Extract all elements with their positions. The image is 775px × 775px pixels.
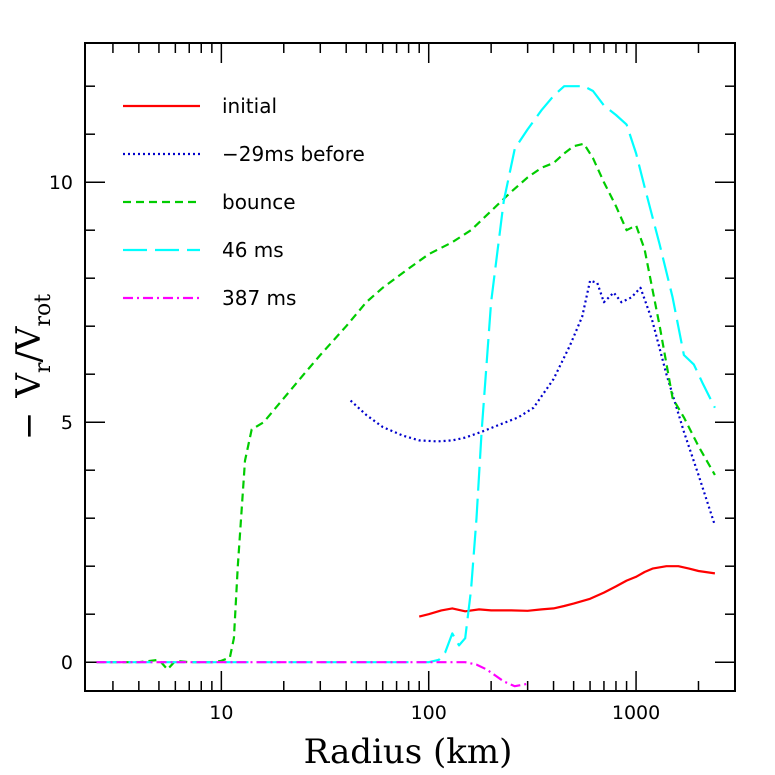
plot-frame bbox=[84, 42, 736, 692]
x-tick-label: 1000 bbox=[612, 702, 660, 724]
x-tick-label: 100 bbox=[411, 702, 447, 724]
series-line-2 bbox=[96, 142, 716, 671]
y-axis-title: −Vr/Vrot bbox=[9, 294, 56, 440]
legend-label-2: bounce bbox=[222, 190, 296, 214]
x-tick-label: 10 bbox=[209, 702, 233, 724]
y-axis-sub-rot: rot bbox=[31, 294, 56, 327]
legend-label-4: 387 ms bbox=[222, 286, 296, 310]
y-tick-label: 0 bbox=[61, 652, 73, 674]
data-series bbox=[96, 85, 716, 688]
series-line-1 bbox=[349, 279, 716, 526]
legend-label-1: −29ms before bbox=[222, 142, 365, 166]
y-axis-v2: V bbox=[9, 325, 49, 352]
legend-label-0: initial bbox=[222, 94, 277, 118]
y-axis-minus: − bbox=[9, 412, 49, 441]
series-line-3 bbox=[96, 85, 716, 664]
series-line-4 bbox=[96, 661, 528, 688]
legend-label-3: 46 ms bbox=[222, 238, 284, 262]
y-tick-label: 10 bbox=[49, 172, 73, 194]
axis-ticks bbox=[85, 43, 736, 691]
y-axis-v: V bbox=[9, 372, 49, 399]
x-axis-title: Radius (km) bbox=[304, 732, 513, 772]
series-line-0 bbox=[418, 565, 716, 618]
y-tick-label: 5 bbox=[61, 412, 73, 434]
y-axis-slash: / bbox=[9, 351, 49, 363]
y-axis-sub-r: r bbox=[31, 362, 56, 373]
axis-tick-labels: 10 100 1000 0 5 10 bbox=[49, 172, 660, 724]
legend: initial −29ms before bounce 46 ms 387 ms bbox=[123, 94, 365, 310]
